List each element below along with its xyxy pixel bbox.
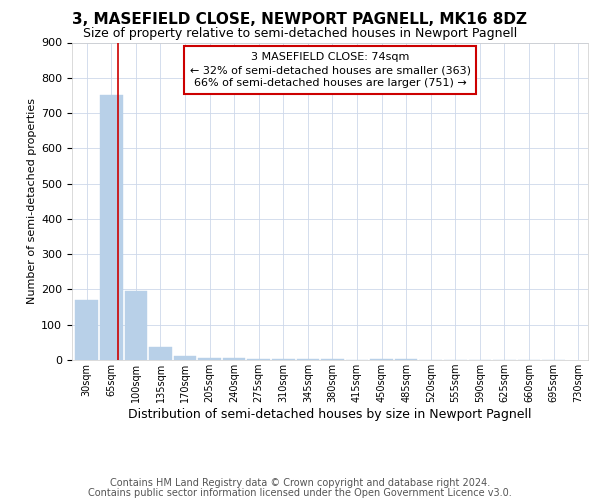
- Text: Size of property relative to semi-detached houses in Newport Pagnell: Size of property relative to semi-detach…: [83, 28, 517, 40]
- Bar: [149, 346, 172, 360]
- Bar: [76, 300, 98, 360]
- Text: Contains HM Land Registry data © Crown copyright and database right 2024.: Contains HM Land Registry data © Crown c…: [110, 478, 490, 488]
- Bar: [100, 95, 122, 360]
- Bar: [174, 356, 196, 360]
- Text: 3, MASEFIELD CLOSE, NEWPORT PAGNELL, MK16 8DZ: 3, MASEFIELD CLOSE, NEWPORT PAGNELL, MK1…: [73, 12, 527, 28]
- Bar: [125, 291, 147, 360]
- Bar: [223, 358, 245, 360]
- Bar: [198, 358, 221, 360]
- Text: Contains public sector information licensed under the Open Government Licence v3: Contains public sector information licen…: [88, 488, 512, 498]
- X-axis label: Distribution of semi-detached houses by size in Newport Pagnell: Distribution of semi-detached houses by …: [128, 408, 532, 421]
- Bar: [321, 359, 344, 360]
- Text: 3 MASEFIELD CLOSE: 74sqm
← 32% of semi-detached houses are smaller (363)
66% of : 3 MASEFIELD CLOSE: 74sqm ← 32% of semi-d…: [190, 52, 470, 88]
- Bar: [247, 358, 270, 360]
- Y-axis label: Number of semi-detached properties: Number of semi-detached properties: [27, 98, 37, 304]
